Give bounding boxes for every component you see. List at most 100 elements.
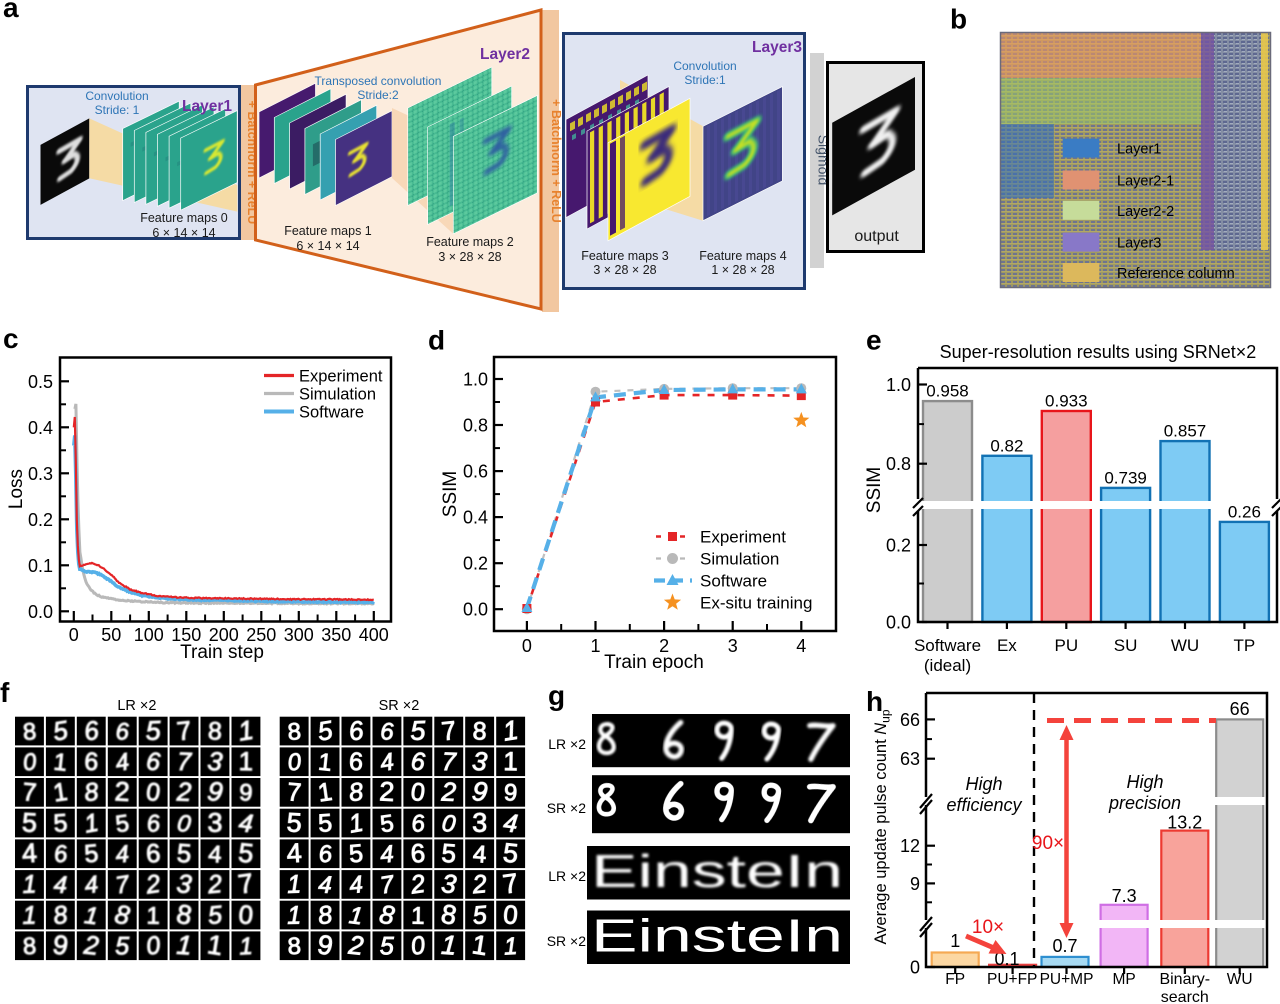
svg-text:EinsteIn: EinsteIn [591,910,843,962]
svg-text:5: 5 [145,715,162,746]
svg-text:1.0: 1.0 [463,370,488,390]
svg-text:0.1: 0.1 [28,556,53,576]
svg-text:0: 0 [144,931,162,961]
svg-text:5: 5 [348,840,364,869]
svg-text:1: 1 [287,901,301,929]
svg-text:1: 1 [411,902,425,929]
svg-text:0: 0 [409,778,427,808]
svg-text:6: 6 [410,838,426,869]
svg-text:1: 1 [52,778,70,808]
svg-text:4: 4 [114,748,131,777]
svg-text:0: 0 [440,810,457,839]
svg-text:4: 4 [237,809,254,838]
svg-text:9: 9 [503,780,518,808]
svg-text:Stride: 1: Stride: 1 [95,103,140,117]
svg-text:0: 0 [176,810,193,839]
svg-text:SR ×2: SR ×2 [547,800,587,816]
svg-text:Layer2-1: Layer2-1 [1117,174,1174,190]
svg-text:3: 3 [175,868,194,900]
svg-text:2: 2 [143,870,162,900]
svg-text:2: 2 [379,777,396,808]
svg-text:SSIM: SSIM [864,467,885,513]
svg-text:1: 1 [470,929,490,961]
svg-text:8: 8 [208,717,223,745]
svg-text:Train step: Train step [180,642,264,663]
svg-text:1: 1 [236,715,256,747]
svg-text:8: 8 [287,933,302,961]
svg-text:1: 1 [347,809,366,839]
svg-text:0.2: 0.2 [28,510,53,530]
svg-text:search: search [1161,989,1209,1004]
svg-text:1: 1 [503,746,518,776]
svg-text:Software: Software [914,636,981,655]
svg-text:PU+MP: PU+MP [1040,971,1094,988]
svg-text:e: e [866,330,882,356]
svg-text:1: 1 [83,902,100,930]
svg-text:Feature maps 0: Feature maps 0 [140,211,228,225]
svg-text:5: 5 [114,810,131,839]
svg-text:9: 9 [315,929,335,961]
svg-text:High: High [965,774,1002,794]
svg-text:0.857: 0.857 [1164,422,1207,441]
svg-text:Layer3: Layer3 [1117,236,1161,252]
svg-text:1: 1 [22,871,37,899]
svg-text:SR ×2: SR ×2 [379,698,420,714]
svg-text:Stride:2: Stride:2 [357,88,399,102]
svg-text:1: 1 [317,749,333,777]
svg-text:FP: FP [945,971,965,988]
svg-text:7: 7 [177,748,193,777]
svg-text:3 × 28 × 28: 3 × 28 × 28 [593,263,656,277]
svg-text:5: 5 [237,837,255,868]
svg-text:PU+FP: PU+FP [987,971,1037,988]
svg-text:6: 6 [145,838,161,869]
svg-text:8: 8 [52,901,70,931]
svg-text:8: 8 [439,899,459,931]
svg-text:1: 1 [52,749,68,777]
svg-text:8: 8 [174,899,194,931]
svg-text:Average update pulse count Nup: Average update pulse count Nup [872,709,893,944]
svg-text:1 × 28 × 28: 1 × 28 × 28 [711,263,774,277]
svg-text:Software: Software [700,572,767,591]
svg-text:4: 4 [502,809,519,838]
svg-text:5: 5 [83,840,99,869]
svg-text:Feature maps 2: Feature maps 2 [426,235,514,249]
svg-text:Ex: Ex [997,636,1017,655]
svg-text:6 × 14 × 14: 6 × 14 × 14 [152,226,215,240]
svg-text:4: 4 [379,841,395,869]
svg-text:400: 400 [359,625,389,645]
svg-text:2: 2 [206,870,223,899]
svg-text:7: 7 [236,868,255,900]
svg-text:6: 6 [410,810,427,839]
svg-text:Stride:1: Stride:1 [684,73,726,87]
svg-text:Convolution: Convolution [85,89,148,103]
svg-text:Layer1: Layer1 [1117,142,1161,158]
svg-text:3 × 28 × 28: 3 × 28 × 28 [438,250,501,264]
svg-text:5: 5 [21,807,38,838]
svg-text:8: 8 [113,899,133,931]
svg-text:1: 1 [590,636,600,656]
svg-text:Super-resolution results using: Super-resolution results using SRNet×2 [940,342,1257,362]
svg-text:d: d [428,330,445,356]
svg-text:3: 3 [472,807,488,837]
svg-text:c: c [3,330,19,354]
svg-text:Experiment: Experiment [700,528,786,547]
svg-text:SSIM: SSIM [440,471,461,517]
svg-text:100: 100 [134,625,164,645]
svg-text:b: b [950,4,967,35]
svg-text:1: 1 [440,930,457,961]
svg-text:output: output [854,228,899,245]
svg-text:Feature maps 4: Feature maps 4 [699,249,787,263]
svg-text:0: 0 [21,748,38,777]
svg-text:5: 5 [472,901,488,930]
svg-text:63: 63 [900,749,920,769]
svg-text:7: 7 [21,778,37,807]
svg-text:5: 5 [207,901,223,930]
svg-text:Train epoch: Train epoch [604,652,704,673]
svg-text:0.4: 0.4 [28,418,53,438]
svg-text:3: 3 [471,746,489,777]
svg-text:Simulation: Simulation [700,550,779,569]
svg-text:Layer1: Layer1 [182,98,232,115]
svg-text:0: 0 [910,958,920,978]
svg-text:LR ×2: LR ×2 [548,736,586,752]
svg-text:7: 7 [286,778,302,807]
